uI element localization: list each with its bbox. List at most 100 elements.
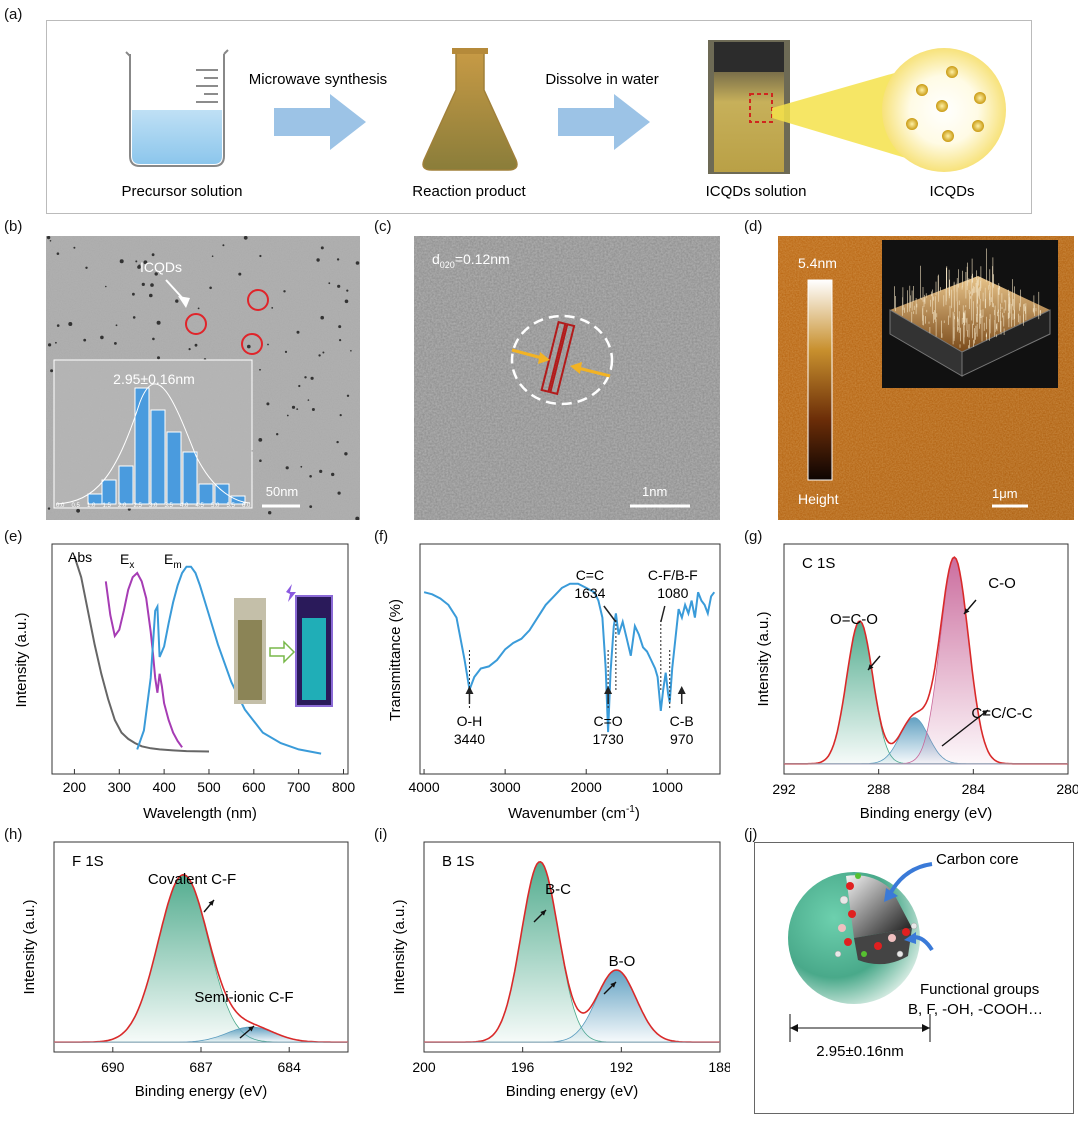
arrow-label-microwave: Microwave synthesis: [249, 71, 387, 88]
panel-label-e: (e): [4, 528, 23, 545]
annot-label: C-F/B-F: [648, 567, 698, 583]
chart-g-c1s: Intensity (a.u.) Binding energy (eV) C 1S 2…: [755, 543, 1078, 822]
tick-label: 292: [772, 781, 796, 797]
hist-tick: 5.5: [227, 503, 236, 509]
plot-frame: [423, 841, 721, 1053]
tick-label: 1000: [652, 779, 683, 795]
panel-label-b: (b): [4, 218, 23, 235]
tick-label: 500: [197, 779, 221, 795]
afm-colorbar-label: Height: [798, 491, 839, 507]
series-abs: [73, 555, 210, 753]
tick-label: 690: [101, 1059, 125, 1075]
hist-tick: 3.0: [149, 503, 158, 509]
arrow-icon: [610, 982, 616, 988]
beaker-icon: [125, 49, 229, 167]
annot-label: C=O: [594, 713, 623, 729]
panel-label-g: (g): [744, 528, 763, 545]
annot-label: O-H: [457, 713, 483, 729]
annot-label: C=C: [576, 567, 604, 583]
tick-label: 300: [108, 779, 132, 795]
step-reaction: Reaction product: [412, 183, 526, 200]
size-histogram: 2.95±0.16nm 0.0 0.5 1.0 1.5 2.0 2.5 3.0 3.5 4.0 4…: [53, 359, 253, 509]
peak-covalent-c-f: [54, 874, 348, 1043]
peak-label: Semi-ionic C-F: [194, 989, 293, 1006]
panel-j-schematic: Carbon core Functional groups B, F, -OH,…: [754, 842, 1074, 1114]
size-label: 2.95±0.16nm: [816, 1043, 903, 1060]
chart-h-ylabel: Intensity (a.u.): [21, 899, 38, 994]
afm-3d-inset: [882, 240, 1058, 388]
flask-icon: [422, 48, 518, 171]
peak-label: C=C/C-C: [971, 705, 1032, 722]
arrow-right-icon: [558, 94, 650, 150]
hist-tick: 0.0: [56, 503, 65, 509]
arrow-icon: [248, 1026, 254, 1032]
panel-label-c: (c): [374, 218, 392, 235]
nanoparticle-dots: [46, 236, 360, 520]
hist-tick: 1.5: [103, 503, 112, 509]
peak-label: B-O: [609, 953, 636, 970]
dspacing-label: d020=0.12nm: [432, 251, 510, 270]
vial-uv-photos: [234, 584, 333, 707]
tick-label: 2000: [571, 779, 602, 795]
chart-g-xlabel: Binding energy (eV): [860, 805, 993, 822]
chart-e-optical: Intensity (a.u.) Wavelength (nm) 200 300 4…: [14, 543, 356, 822]
series-em: [136, 565, 322, 755]
tick-label: 400: [152, 779, 176, 795]
step-icqds-solution: ICQDs solution: [706, 183, 807, 200]
tem-label-icqds: ICQDs: [140, 259, 182, 275]
chart-e-xlabel: Wavelength (nm): [143, 805, 257, 822]
annot-value: 3440: [454, 731, 485, 747]
hist-tick: 1.0: [87, 503, 96, 509]
plot-frame: [419, 543, 721, 775]
panel-a-schematic: Precursor solution Microwave synthesis R…: [46, 20, 1032, 214]
tick-label: 192: [610, 1059, 634, 1075]
arrow-icon: [868, 664, 874, 670]
afm-max: 5.4nm: [798, 255, 837, 271]
peak-label: C-O: [988, 575, 1016, 592]
hist-tick: 6.0: [242, 503, 251, 509]
chart-g-title: C 1S: [802, 555, 835, 572]
carbon-core-label: Carbon core: [936, 851, 1019, 868]
tem-scale: 50nm: [266, 484, 299, 499]
tick-label: 687: [189, 1059, 213, 1075]
tick-label: 800: [332, 779, 356, 795]
abs-label: Abs: [68, 549, 92, 565]
hrtem-scale: 1nm: [642, 484, 667, 499]
step-icqds: ICQDs: [930, 183, 975, 200]
arrow-icon: [540, 910, 546, 916]
annot-value: 970: [670, 731, 694, 747]
ex-label: Ex: [120, 551, 134, 571]
chart-f-ylabel: Transmittance (%): [387, 599, 404, 721]
chart-g-ylabel: Intensity (a.u.): [755, 611, 772, 706]
uv-lightning-icon: [286, 584, 296, 602]
arrow-icon: [208, 900, 214, 906]
chart-i-title: B 1S: [442, 853, 475, 870]
panel-d-afm: 5.4nm Height 1μm: [778, 236, 1074, 520]
panel-label-f: (f): [374, 528, 389, 545]
peak-label: O=C-O: [830, 611, 878, 628]
step-precursor: Precursor solution: [122, 183, 243, 200]
panel-c-hrtem: d020=0.12nm 1nm: [414, 236, 720, 520]
hist-tick: 3.5: [165, 503, 174, 509]
chart-h-xlabel: Binding energy (eV): [135, 1083, 268, 1100]
arrow-right-icon: [274, 94, 366, 150]
tick-label: 200: [412, 1059, 436, 1075]
hist-mean: 2.95±0.16nm: [113, 371, 195, 387]
annot-value: 1080: [657, 585, 688, 601]
hist-tick: 5.0: [211, 503, 220, 509]
functional-groups-list: B, F, -OH, -COOH…: [908, 1001, 1043, 1018]
chart-h-title: F 1S: [72, 853, 104, 870]
hist-tick: 0.5: [72, 503, 81, 509]
annot-value: 1730: [593, 731, 624, 747]
arrow-icon: [884, 888, 898, 902]
tick-label: 188: [708, 1059, 730, 1075]
em-label: Em: [164, 551, 182, 571]
tick-label: 200: [63, 779, 87, 795]
chart-i-ylabel: Intensity (a.u.): [391, 899, 408, 994]
peak-b-c: [424, 861, 720, 1043]
panel-label-j: (j): [744, 826, 758, 843]
afm-scale: 1μm: [992, 486, 1018, 501]
panel-label-i: (i): [374, 826, 388, 843]
chart-i-b1s: Intensity (a.u.) Binding energy (eV) B 1S 2…: [391, 841, 730, 1100]
arrow-right-icon: [269, 640, 296, 664]
